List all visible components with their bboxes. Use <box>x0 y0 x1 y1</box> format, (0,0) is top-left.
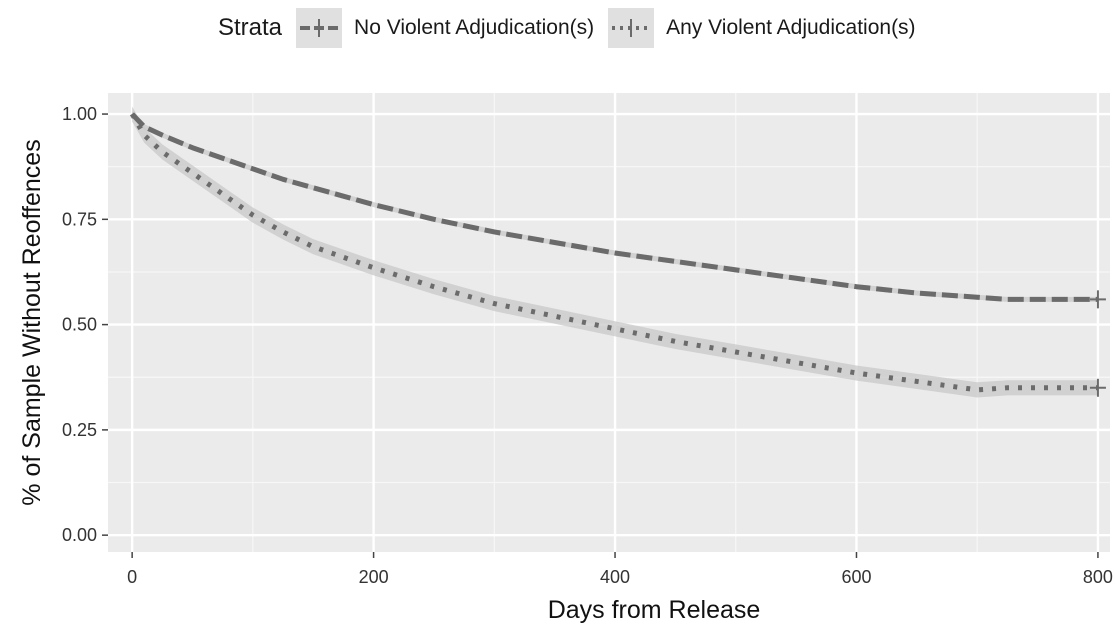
y-tick-label: 0.00 <box>62 525 97 545</box>
ci-band-series-1 <box>132 106 1098 398</box>
y-tick-label: 0.75 <box>62 209 97 229</box>
legend-key-no-violent <box>296 8 343 48</box>
x-tick-label: 0 <box>127 567 137 587</box>
y-tick-label: 0.50 <box>62 315 97 335</box>
legend-title: Strata <box>218 14 283 41</box>
x-tick-label: 400 <box>600 567 630 587</box>
y-tick-label: 0.25 <box>62 420 97 440</box>
legend-key-no-violent-glyph <box>300 19 339 37</box>
x-tick-label: 200 <box>359 567 389 587</box>
x-tick-label: 800 <box>1083 567 1113 587</box>
x-axis-title: Days from Release <box>548 596 761 624</box>
legend-key-any-violent-glyph <box>612 19 651 37</box>
series-line-0 <box>130 112 1098 302</box>
legend-label-no-violent: No Violent Adjudication(s) <box>354 16 595 39</box>
x-tick-label: 600 <box>841 567 871 587</box>
legend-label-any-violent: Any Violent Adjudication(s) <box>666 16 916 39</box>
y-axis-title: % of Sample Without Reoffences <box>18 139 46 505</box>
y-tick-label: 1.00 <box>62 104 97 124</box>
legend: Strata No Violent Adjudication(s) Any Vi… <box>218 8 930 48</box>
series-line-1 <box>129 112 1098 393</box>
legend-key-any-violent <box>608 8 655 48</box>
